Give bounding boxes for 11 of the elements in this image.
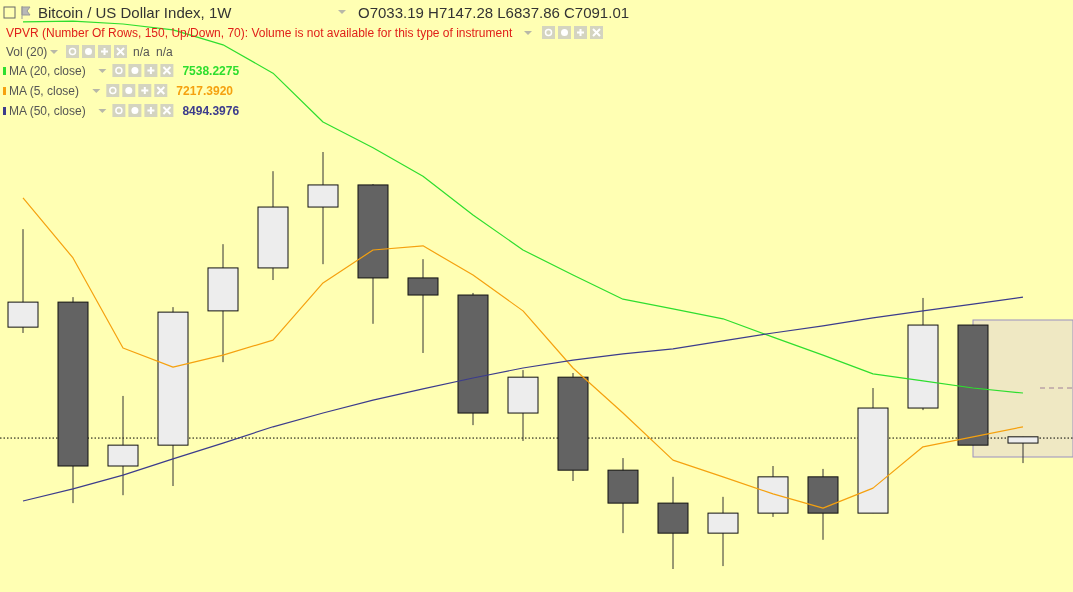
legend-label: MA (50, close) — [9, 104, 86, 118]
text: 7538.2275 — [182, 64, 240, 78]
text: Vol (20) — [6, 45, 48, 59]
text: O7033.19 H7147.28 L6837.86 C7091.01 — [358, 4, 630, 21]
text: 8494.3976 — [182, 104, 240, 118]
text: n/a — [156, 45, 174, 59]
text: 7217.3920 — [176, 84, 234, 98]
chart-title: Bitcoin / US Dollar Index, 1W — [38, 4, 233, 21]
legend-label: MA (20, close) — [9, 64, 86, 78]
text: n/a — [133, 45, 151, 59]
legend-label: MA (5, close) — [9, 84, 80, 98]
